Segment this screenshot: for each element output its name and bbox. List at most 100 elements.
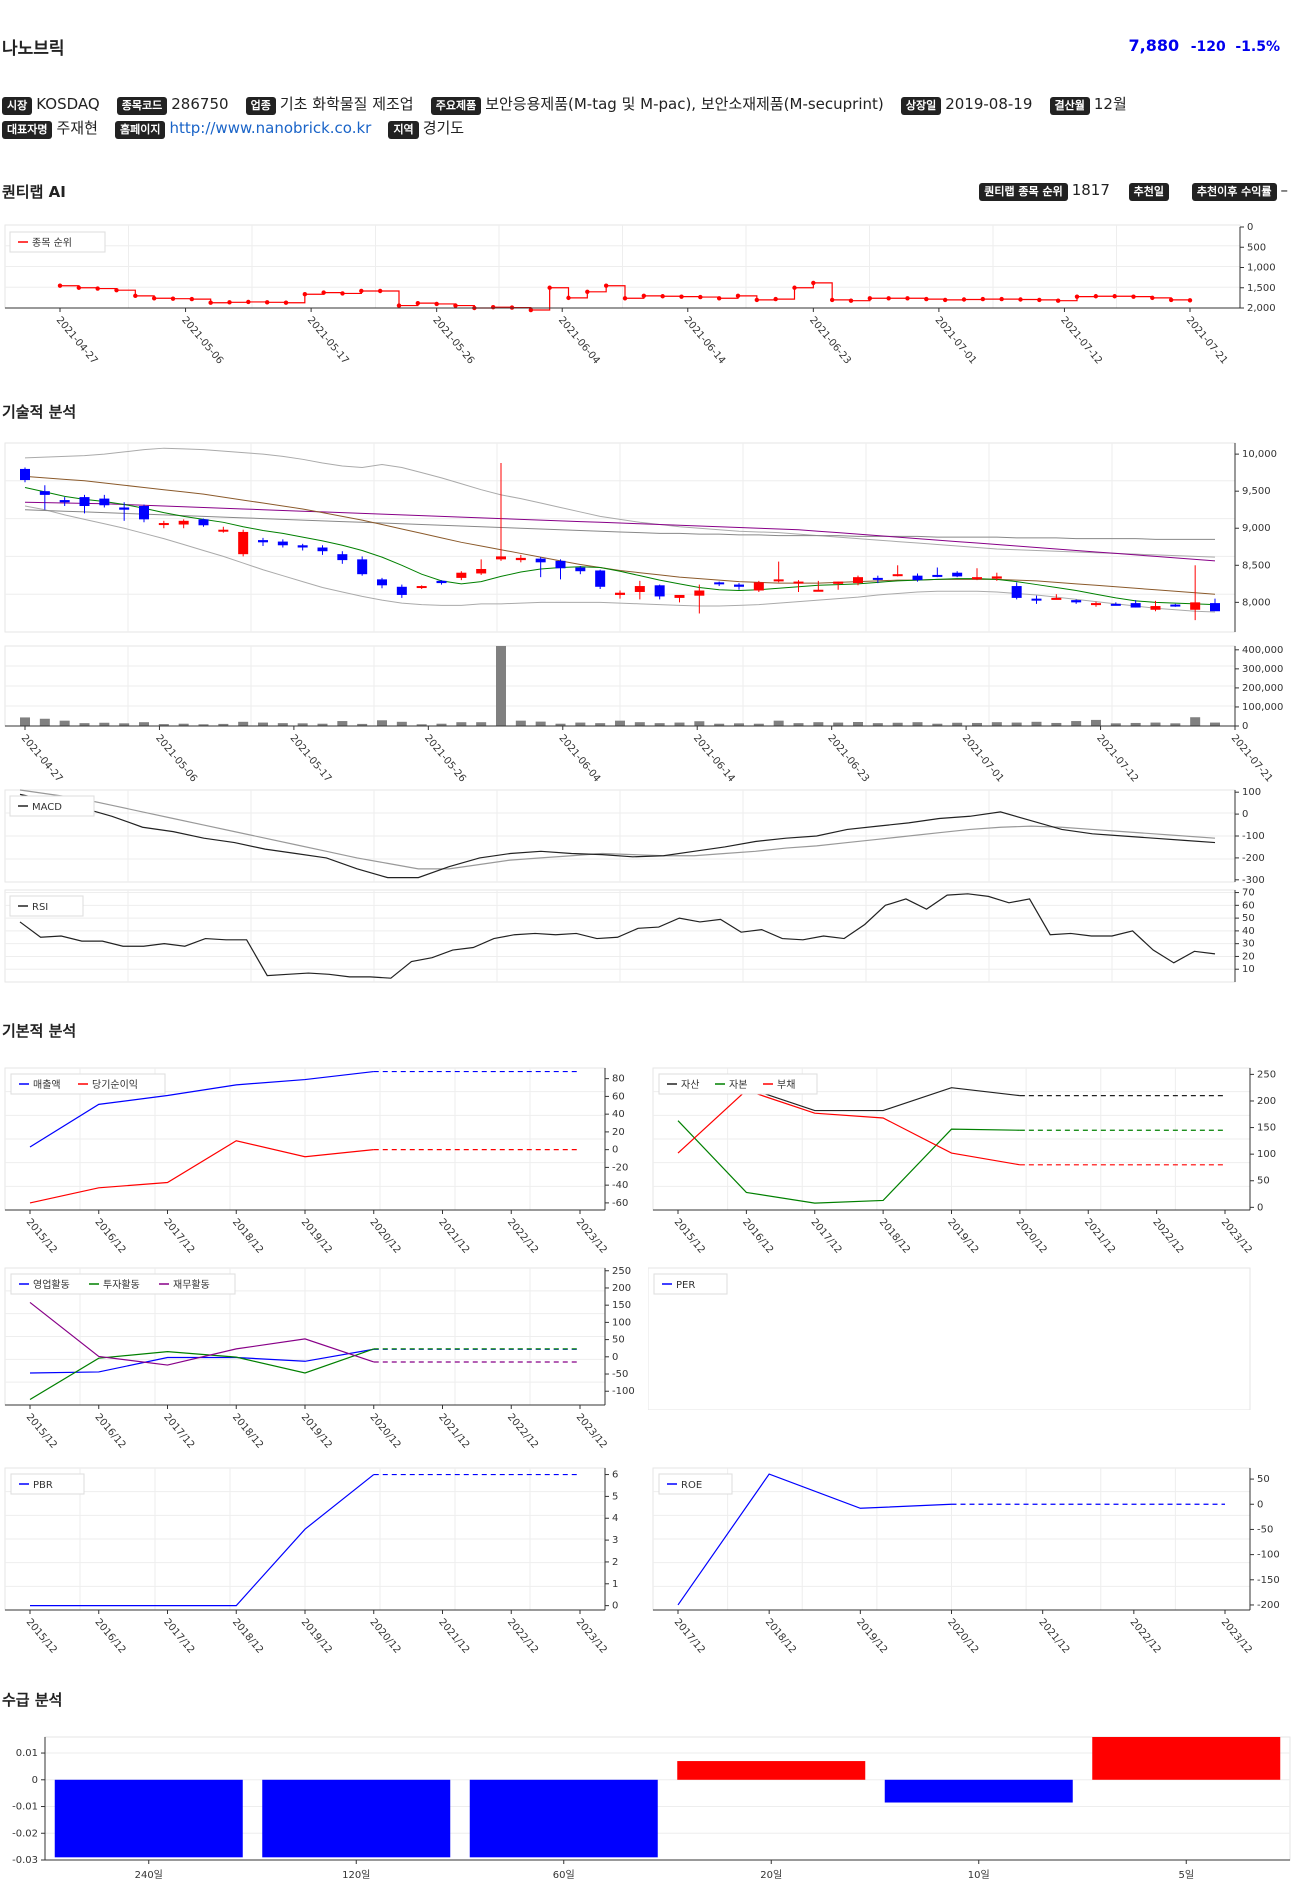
rank-y-tick-label: 1,000 bbox=[1247, 263, 1276, 274]
homepage-link[interactable]: http://www.nanobrick.co.kr bbox=[169, 119, 372, 137]
candle-body bbox=[1130, 603, 1141, 608]
rank-point bbox=[1055, 298, 1061, 303]
rank-chart: 0 500 1,000 1,500 2,000 2021-04-27 2021-05-06 2… bbox=[4, 222, 1276, 367]
cashflow-y-tick-label: 50 bbox=[612, 1335, 625, 1346]
code-label: 종목코드 bbox=[116, 97, 168, 115]
roe-x-tick-label: 2021/12 bbox=[1036, 1617, 1071, 1656]
volume-bar bbox=[674, 722, 685, 726]
candle-body bbox=[912, 575, 923, 581]
revenue_income-x-tick-label: 2018/12 bbox=[230, 1217, 265, 1256]
asset_equity_debt-x-tick-label: 2017/12 bbox=[808, 1217, 843, 1256]
region-value: 경기도 bbox=[422, 119, 465, 137]
candle-body bbox=[853, 577, 863, 584]
pbr-legend-box bbox=[10, 1473, 85, 1495]
supply-x-tick-label: 60일 bbox=[553, 1869, 575, 1881]
candle-body bbox=[79, 497, 90, 506]
volume-bar bbox=[39, 718, 50, 726]
cashflow-y-tick-label: 0 bbox=[612, 1352, 618, 1363]
ceo-label: 대표자명 bbox=[2, 121, 53, 139]
volume-bar bbox=[892, 722, 903, 726]
candle-body bbox=[1031, 598, 1042, 601]
roe-x-tick-label: 2018/12 bbox=[763, 1617, 798, 1656]
cashflow-x-tick-label: 2020/12 bbox=[367, 1412, 402, 1451]
rec-date-label: 추천일 bbox=[1128, 183, 1170, 201]
asset_equity_debt-legend-label: 자산 bbox=[681, 1079, 699, 1091]
rank-point bbox=[1074, 294, 1080, 299]
roe-legend-box bbox=[658, 1473, 733, 1495]
cashflow-chart: -100 -50 0 50 100 150 200 250 2015/12 2016/12 2017… bbox=[4, 1266, 635, 1451]
rsi-y-tick-label: 40 bbox=[1242, 926, 1255, 937]
candle-body bbox=[932, 574, 943, 577]
pbr-legend-label: PBR bbox=[33, 1480, 53, 1491]
pbr-x-tick-label: 2020/12 bbox=[367, 1617, 402, 1656]
rank-point bbox=[377, 288, 383, 294]
rank-point bbox=[359, 288, 364, 294]
asset_equity_debt-legend-label: 부채 bbox=[777, 1079, 795, 1091]
candle-body bbox=[277, 541, 288, 546]
candle-body bbox=[357, 559, 368, 575]
revenue_income-y-tick-label: 80 bbox=[612, 1074, 625, 1085]
volume-bar bbox=[872, 723, 883, 726]
listing-date-label: 상장일 bbox=[900, 97, 942, 115]
rank-point bbox=[76, 285, 82, 290]
rank-point bbox=[415, 300, 421, 306]
rank-y-tick-label: 0 bbox=[1247, 222, 1253, 233]
fundamental-section-title: 기본적 분석 bbox=[2, 1022, 77, 1040]
market-label: 시장 bbox=[2, 97, 33, 115]
rank-y-tick-label: 500 bbox=[1247, 242, 1266, 253]
supply-y-tick-label: 0.01 bbox=[16, 1748, 38, 1759]
homepage-label: 홈페이지 bbox=[114, 121, 166, 139]
cashflow-y-tick-label: 200 bbox=[612, 1283, 631, 1294]
rank-point bbox=[189, 296, 195, 302]
candle-body bbox=[734, 584, 744, 587]
cashflow-legend-label: 영업활동 bbox=[33, 1278, 70, 1291]
pbr-x-tick-label: 2018/12 bbox=[230, 1617, 265, 1656]
asset_equity_debt-x-tick-label: 2018/12 bbox=[877, 1217, 912, 1256]
revenue_income-y-tick-label: 20 bbox=[612, 1127, 625, 1138]
rank-point bbox=[490, 304, 496, 310]
revenue_income-x-tick-label: 2021/12 bbox=[436, 1217, 471, 1256]
rank-x-tick-label: 2021-05-06 bbox=[179, 315, 225, 367]
volume-bar bbox=[258, 722, 268, 726]
rank-value: 1817 bbox=[1071, 181, 1110, 199]
candle-body bbox=[416, 586, 427, 589]
roe-legend-label: ROE bbox=[681, 1480, 702, 1491]
candle-body bbox=[1051, 597, 1062, 600]
market-value: KOSDAQ bbox=[36, 95, 100, 113]
revenue_income-y-tick-label: -40 bbox=[612, 1180, 628, 1191]
roe-y-tick-label: 0 bbox=[1257, 1499, 1263, 1510]
candle-body bbox=[1170, 604, 1181, 607]
rank-point bbox=[547, 285, 552, 290]
volume-bar bbox=[595, 723, 606, 726]
pbr-x-tick-label: 2017/12 bbox=[161, 1617, 196, 1656]
revenue_income-x-tick-label: 2022/12 bbox=[505, 1217, 540, 1256]
volume-bar bbox=[694, 721, 705, 726]
asset_equity_debt-x-tick-label: 2023/12 bbox=[1219, 1217, 1254, 1256]
macd-y-tick-label: -100 bbox=[1242, 831, 1265, 842]
asset_equity_debt-y-tick-label: 150 bbox=[1257, 1123, 1276, 1134]
volume-bar bbox=[912, 722, 923, 726]
volume-x-tick-label: 2021-07-01 bbox=[960, 733, 1006, 785]
rsi-y-tick-label: 70 bbox=[1242, 888, 1255, 899]
candle-body bbox=[337, 554, 348, 561]
revenue-income-chart: -60 -40 -20 0 20 40 60 80 2015/12 2016/12 2017/12 2… bbox=[4, 1067, 628, 1256]
pbr-x-tick-label: 2023/12 bbox=[574, 1617, 609, 1656]
revenue_income-x-tick-label: 2019/12 bbox=[299, 1217, 334, 1256]
revenue_income-legend-label: 당기순이익 bbox=[92, 1079, 138, 1091]
asset_equity_debt-series-line bbox=[677, 1089, 1020, 1166]
rank-point bbox=[1168, 297, 1174, 303]
volume-bar bbox=[99, 722, 110, 726]
volume-bar bbox=[615, 720, 625, 726]
candle-body bbox=[694, 590, 705, 596]
rsi-legend-box bbox=[9, 895, 84, 917]
rank-point bbox=[434, 301, 439, 307]
candle-body bbox=[1110, 603, 1121, 606]
candle-body bbox=[436, 580, 447, 584]
technical-section-title: 기술적 분석 bbox=[2, 403, 77, 421]
rank-point bbox=[980, 296, 986, 302]
volume-bar bbox=[238, 721, 249, 726]
revenue_income-x-tick-label: 2015/12 bbox=[24, 1217, 59, 1256]
candle-body bbox=[178, 520, 189, 525]
pbr-y-tick-label: 2 bbox=[612, 1557, 618, 1568]
volume-bar bbox=[119, 723, 130, 726]
